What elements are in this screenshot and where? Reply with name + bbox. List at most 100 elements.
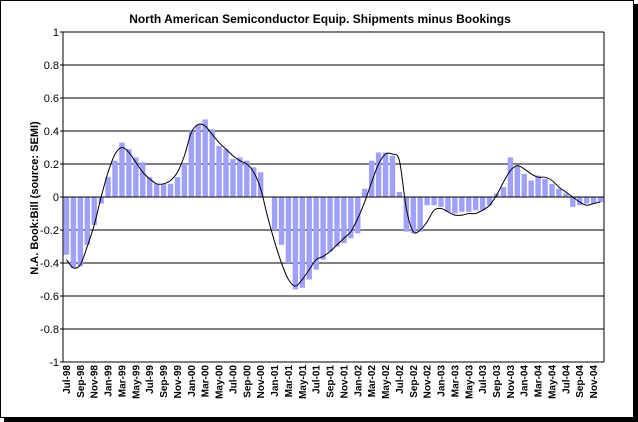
bar <box>91 197 97 226</box>
bar <box>174 177 181 197</box>
bar <box>514 165 521 197</box>
x-tick-label: Sep-03 <box>492 365 503 398</box>
bar <box>556 188 562 197</box>
x-tick-label: Sep-98 <box>76 365 87 398</box>
bar <box>452 197 458 214</box>
x-tick-label: May-01 <box>298 365 309 399</box>
x-tick-label: Jan-00 <box>187 365 198 397</box>
bar <box>63 197 70 255</box>
x-tick-label: Nov-04 <box>589 365 600 399</box>
bar <box>112 160 118 197</box>
bar <box>424 197 430 206</box>
bar <box>521 173 527 197</box>
bar-series <box>63 119 604 290</box>
x-tick-label: Jul-01 <box>312 365 323 394</box>
x-tick-label: Sep-00 <box>242 365 253 398</box>
bar <box>271 197 278 230</box>
bar <box>563 193 569 197</box>
x-tick-label: Nov-01 <box>339 365 350 399</box>
x-tick-label: May-02 <box>381 365 392 399</box>
bar <box>84 197 90 245</box>
y-tick-label: 0 <box>53 192 59 204</box>
bar <box>341 197 347 244</box>
bar <box>577 197 583 206</box>
x-tick-label: Jan-04 <box>520 365 531 397</box>
bar <box>278 197 285 245</box>
bar <box>105 177 111 197</box>
x-tick-label: Nov-00 <box>256 365 267 399</box>
y-tick-labels: 1 0.8 0.6 0.4 0.2 0 -0.2 -0.4 -0.6 -0.8 -1 <box>40 27 59 369</box>
axes <box>60 31 605 363</box>
bar <box>431 197 437 206</box>
bar <box>209 129 215 197</box>
bar <box>230 159 236 197</box>
bar <box>223 149 229 197</box>
bar <box>167 183 174 197</box>
bar <box>292 197 299 290</box>
bar <box>583 197 590 204</box>
bar <box>500 187 507 197</box>
x-tick-label: May-00 <box>215 365 226 399</box>
x-tick-label: Jul-98 <box>62 365 73 394</box>
y-tick-label: 0.8 <box>44 60 59 72</box>
chart-title: North American Semiconductor Equip. Ship… <box>129 12 511 26</box>
x-tick-label: Sep-04 <box>575 365 586 398</box>
bar <box>459 197 465 212</box>
bar <box>320 197 326 260</box>
bar <box>126 149 132 197</box>
bar <box>299 197 305 288</box>
bar <box>244 160 250 197</box>
bar <box>133 157 139 197</box>
bar <box>70 197 77 268</box>
x-tick-label: May-99 <box>131 365 142 399</box>
x-tick-label: Mar-00 <box>201 365 212 398</box>
bar <box>570 197 576 207</box>
bar <box>438 197 444 207</box>
bar <box>140 162 146 197</box>
bar <box>472 197 479 211</box>
bar <box>146 177 153 197</box>
bar <box>368 160 375 197</box>
x-tick-label: Jul-00 <box>228 365 239 394</box>
x-tick-label: Nov-03 <box>506 365 517 399</box>
y-tick-label: -0.8 <box>40 324 59 336</box>
bar <box>98 197 104 204</box>
x-tick-label: Nov-99 <box>173 365 184 399</box>
bar <box>313 197 319 270</box>
bar <box>285 197 292 263</box>
x-tick-label: Jan-99 <box>104 365 115 397</box>
bar <box>403 197 410 232</box>
x-tick-label: Jul-99 <box>145 365 156 394</box>
y-tick-label: -1 <box>49 357 59 369</box>
bar <box>195 124 201 197</box>
bar <box>396 192 403 197</box>
x-tick-label: Jul-03 <box>478 365 489 394</box>
bar <box>542 178 548 197</box>
bar <box>257 172 264 197</box>
line-series <box>66 123 601 287</box>
y-tick-label: 1 <box>53 27 59 39</box>
y-tick-label: -0.2 <box>40 225 59 237</box>
bar <box>202 119 208 197</box>
bar <box>535 175 541 197</box>
bar <box>362 188 368 197</box>
x-tick-label: Nov-98 <box>90 365 101 399</box>
bar <box>410 197 416 234</box>
x-tick-label: Sep-02 <box>409 365 420 398</box>
x-tick-label: Mar-99 <box>117 365 128 398</box>
y-axis-label: N.A. Book:Bill (source: SEMI) <box>29 121 41 275</box>
bar <box>417 197 423 232</box>
bar <box>382 152 389 197</box>
bar <box>188 131 195 197</box>
bar <box>77 197 84 267</box>
bar <box>153 183 160 197</box>
x-tick-label: Sep-01 <box>326 365 337 398</box>
x-tick-label: Nov-02 <box>423 365 434 399</box>
bar <box>479 197 486 211</box>
trend-line <box>66 123 601 287</box>
bar <box>355 197 361 234</box>
bar <box>597 197 604 202</box>
x-tick-label: Mar-03 <box>450 365 461 398</box>
x-tick-label: Mar-01 <box>284 365 295 398</box>
